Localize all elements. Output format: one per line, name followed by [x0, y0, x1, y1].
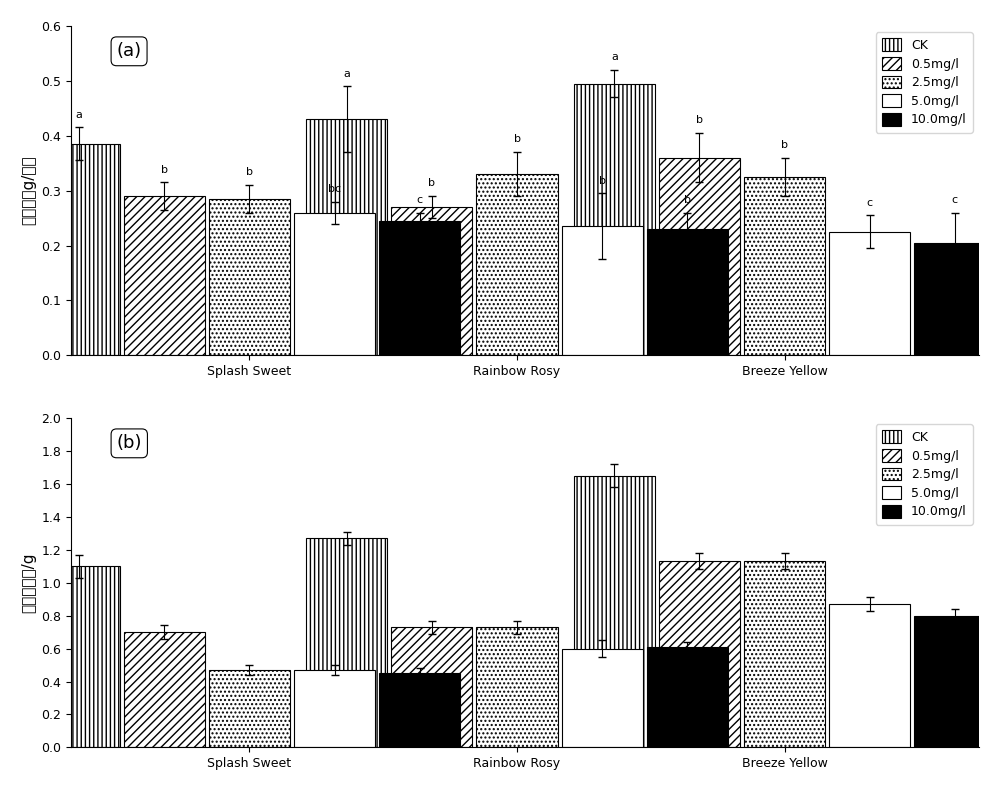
Bar — [562, 226, 643, 355]
Bar — [294, 670, 375, 747]
Bar — [574, 84, 655, 355]
Bar — [562, 649, 643, 747]
Bar — [294, 213, 375, 355]
Bar — [647, 647, 728, 747]
Text: (b): (b) — [117, 434, 142, 452]
Bar — [39, 566, 120, 747]
Bar — [744, 562, 825, 747]
Bar — [914, 615, 995, 747]
Text: b: b — [428, 179, 435, 188]
Bar — [744, 177, 825, 355]
Text: (a): (a) — [117, 42, 142, 60]
Text: c: c — [867, 198, 873, 208]
Bar — [391, 627, 472, 747]
Legend: CK, 0.5mg/l, 2.5mg/l, 5.0mg/l, 10.0mg/l: CK, 0.5mg/l, 2.5mg/l, 5.0mg/l, 10.0mg/l — [876, 424, 973, 524]
Bar — [391, 207, 472, 355]
Text: b: b — [696, 115, 703, 125]
Bar — [659, 562, 740, 747]
Bar — [379, 673, 460, 747]
Bar — [914, 243, 995, 355]
Bar — [39, 144, 120, 355]
Bar — [476, 627, 558, 747]
Text: a: a — [611, 52, 618, 62]
Text: b: b — [514, 134, 521, 145]
Bar — [209, 670, 290, 747]
Text: a: a — [343, 69, 350, 78]
Bar — [306, 119, 387, 355]
Bar — [379, 221, 460, 355]
Bar — [574, 475, 655, 747]
Bar — [659, 157, 740, 355]
Text: c: c — [417, 195, 423, 205]
Bar — [829, 232, 910, 355]
Text: b: b — [161, 165, 168, 175]
Bar — [476, 174, 558, 355]
Text: b: b — [246, 168, 253, 177]
Text: b: b — [684, 195, 691, 205]
Y-axis label: 根干重（g/株）: 根干重（g/株） — [21, 156, 36, 225]
Text: a: a — [76, 110, 83, 119]
Bar — [209, 199, 290, 355]
Text: b: b — [781, 140, 788, 150]
Bar — [124, 196, 205, 355]
Bar — [306, 538, 387, 747]
Bar — [647, 229, 728, 355]
Text: c: c — [952, 195, 958, 205]
Legend: CK, 0.5mg/l, 2.5mg/l, 5.0mg/l, 10.0mg/l: CK, 0.5mg/l, 2.5mg/l, 5.0mg/l, 10.0mg/l — [876, 32, 973, 133]
Bar — [829, 604, 910, 747]
Text: b: b — [599, 176, 606, 186]
Bar — [124, 632, 205, 747]
Text: bc: bc — [328, 184, 341, 194]
Y-axis label: 地上部干重/g: 地上部干重/g — [21, 552, 36, 613]
